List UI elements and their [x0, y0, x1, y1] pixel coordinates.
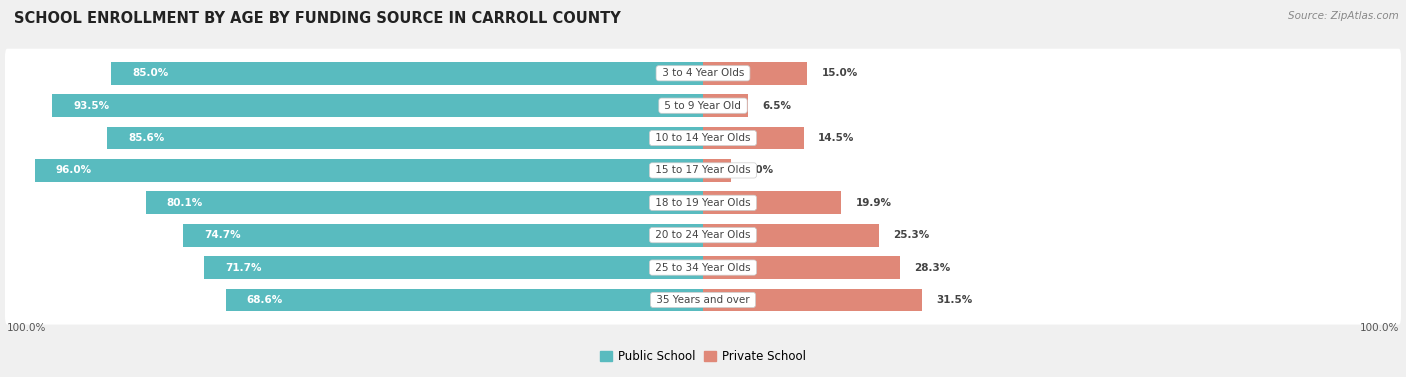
FancyBboxPatch shape: [6, 146, 1400, 195]
Text: 18 to 19 Year Olds: 18 to 19 Year Olds: [652, 198, 754, 208]
Bar: [183, 224, 703, 247]
Text: 6.5%: 6.5%: [762, 101, 792, 111]
Text: 10 to 14 Year Olds: 10 to 14 Year Olds: [652, 133, 754, 143]
Text: 85.6%: 85.6%: [128, 133, 165, 143]
FancyBboxPatch shape: [6, 211, 1400, 260]
Text: 96.0%: 96.0%: [56, 166, 91, 175]
Bar: [703, 159, 731, 182]
Text: 14.5%: 14.5%: [818, 133, 855, 143]
Text: 71.7%: 71.7%: [225, 262, 262, 273]
Text: 31.5%: 31.5%: [936, 295, 973, 305]
Legend: Public School, Private School: Public School, Private School: [595, 345, 811, 368]
Text: Source: ZipAtlas.com: Source: ZipAtlas.com: [1288, 11, 1399, 21]
Bar: [35, 159, 703, 182]
Text: 15.0%: 15.0%: [821, 68, 858, 78]
Text: 4.0%: 4.0%: [745, 166, 773, 175]
Text: 3 to 4 Year Olds: 3 to 4 Year Olds: [658, 68, 748, 78]
Text: 19.9%: 19.9%: [855, 198, 891, 208]
Bar: [703, 94, 748, 117]
Bar: [111, 62, 703, 84]
FancyBboxPatch shape: [6, 113, 1400, 162]
Text: 35 Years and over: 35 Years and over: [652, 295, 754, 305]
Bar: [703, 62, 807, 84]
Bar: [703, 289, 922, 311]
Text: 100.0%: 100.0%: [1360, 323, 1399, 333]
Bar: [107, 127, 703, 149]
Text: 85.0%: 85.0%: [132, 68, 169, 78]
Text: 80.1%: 80.1%: [166, 198, 202, 208]
Text: 28.3%: 28.3%: [914, 262, 950, 273]
Text: 100.0%: 100.0%: [7, 323, 46, 333]
Bar: [703, 256, 900, 279]
Text: 5 to 9 Year Old: 5 to 9 Year Old: [661, 101, 745, 111]
Text: 20 to 24 Year Olds: 20 to 24 Year Olds: [652, 230, 754, 240]
FancyBboxPatch shape: [6, 275, 1400, 325]
Bar: [703, 224, 879, 247]
Text: 93.5%: 93.5%: [73, 101, 110, 111]
Text: 74.7%: 74.7%: [204, 230, 240, 240]
Bar: [703, 192, 842, 214]
Bar: [703, 127, 804, 149]
Text: 25.3%: 25.3%: [893, 230, 929, 240]
Bar: [225, 289, 703, 311]
Bar: [204, 256, 703, 279]
Text: SCHOOL ENROLLMENT BY AGE BY FUNDING SOURCE IN CARROLL COUNTY: SCHOOL ENROLLMENT BY AGE BY FUNDING SOUR…: [14, 11, 621, 26]
Text: 25 to 34 Year Olds: 25 to 34 Year Olds: [652, 262, 754, 273]
Text: 68.6%: 68.6%: [246, 295, 283, 305]
FancyBboxPatch shape: [6, 178, 1400, 227]
FancyBboxPatch shape: [6, 81, 1400, 130]
Bar: [52, 94, 703, 117]
Text: 15 to 17 Year Olds: 15 to 17 Year Olds: [652, 166, 754, 175]
FancyBboxPatch shape: [6, 49, 1400, 98]
FancyBboxPatch shape: [6, 243, 1400, 292]
Bar: [146, 192, 703, 214]
